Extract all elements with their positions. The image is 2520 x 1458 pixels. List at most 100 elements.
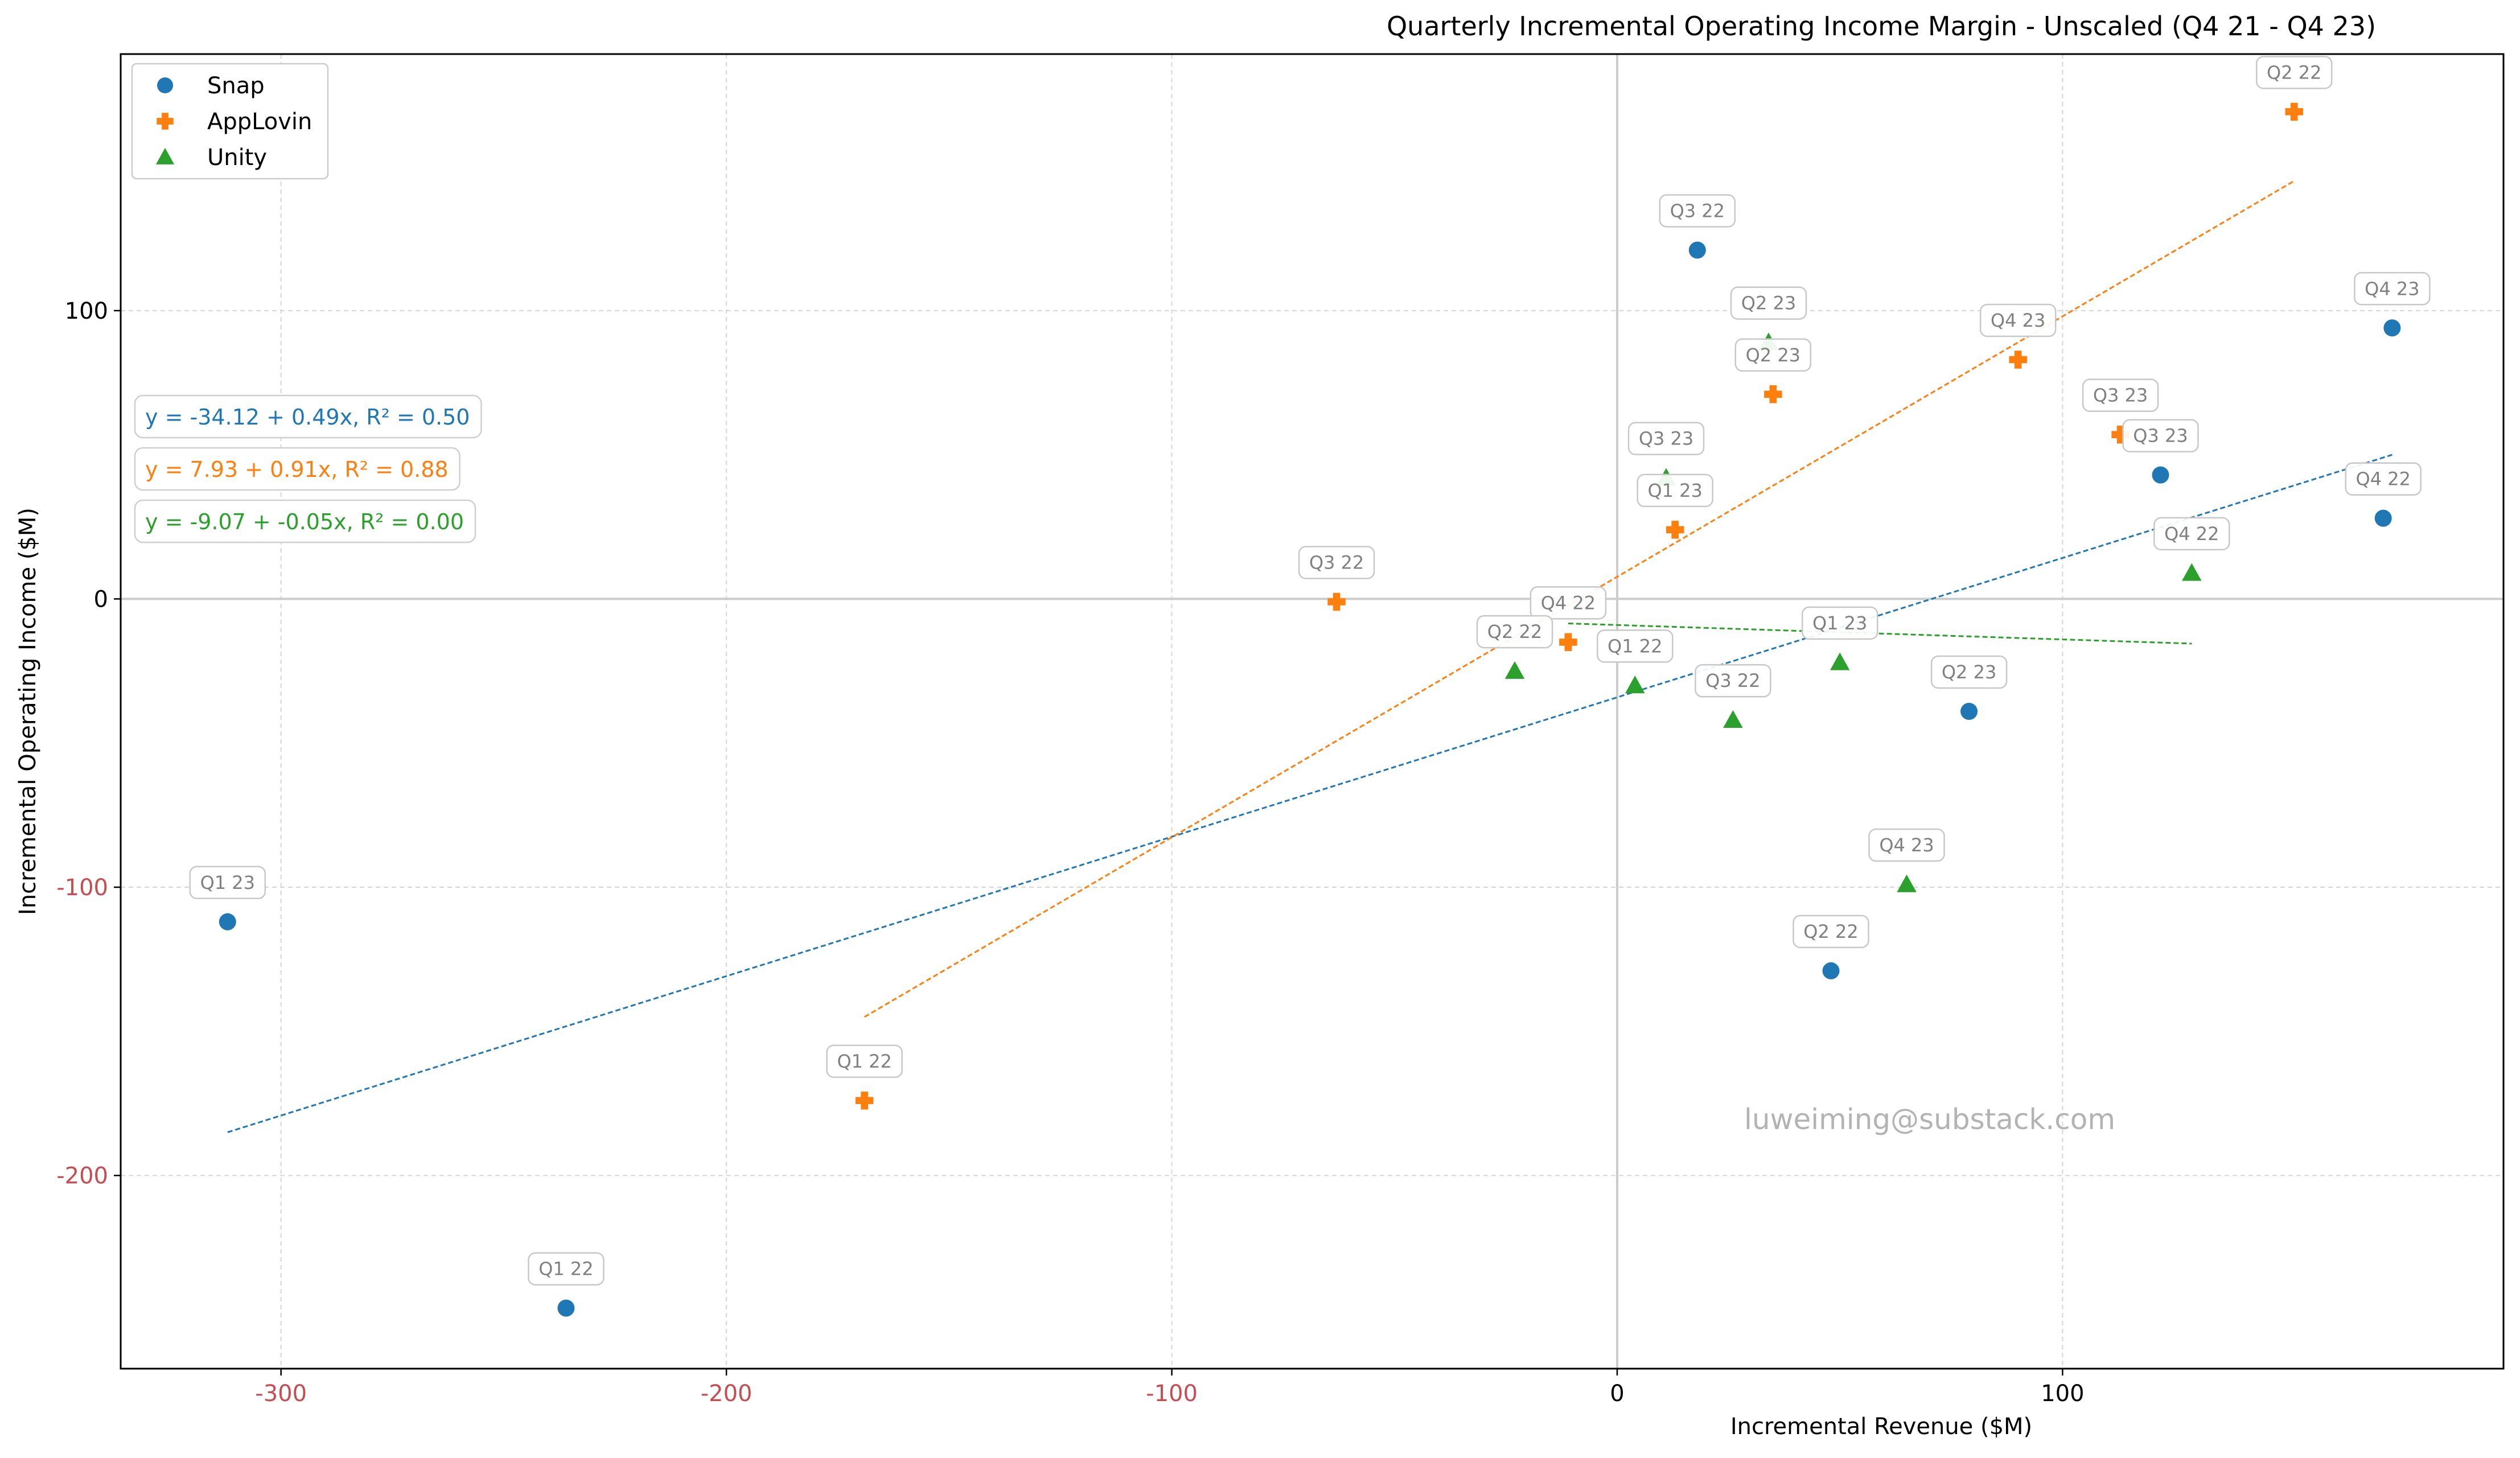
applovin-point [2009, 351, 2027, 369]
unity-point [1625, 676, 1645, 694]
axis-ticks: -300 -200 -100 0 100 -200 -100 0 100 [56, 298, 2084, 1407]
unity-trendline [1568, 622, 2192, 645]
snap-trendline [227, 454, 2392, 1134]
unity-point-label-box [1868, 828, 1945, 862]
y-tick-label: -100 [56, 875, 108, 901]
applovin-point-label-box [2256, 56, 2333, 89]
snap-point-label-box [1659, 194, 1736, 228]
applovin-point [1666, 521, 1684, 539]
point-labels: Q1 22 Q2 22 Q3 22 Q4 22 Q1 23 Q2 23 Q3 23 Q4 23… [189, 56, 2431, 1286]
unity-point-label: Q3 22 [1705, 670, 1760, 691]
x-tick-label: -100 [1146, 1381, 1198, 1407]
applovin-legend-marker [157, 113, 174, 130]
applovin-point-label-box [1298, 546, 1375, 579]
y-axis-label: Incremental Operating Income ($M) [15, 508, 41, 915]
unity-point-label: Q1 22 [1608, 635, 1662, 657]
snap-point-label-box [2122, 419, 2199, 452]
applovin-point [1559, 633, 1577, 652]
applovin-equation-box [134, 447, 461, 491]
unity-point [1897, 874, 1917, 892]
snap-point-label: Q4 23 [2365, 278, 2419, 299]
chart-title: Quarterly Incremental Operating Income M… [1387, 11, 2376, 42]
y-tick-label: 100 [65, 298, 108, 324]
snap-legend-marker [157, 77, 173, 93]
snap-equation-box [134, 394, 482, 439]
applovin-point-label-box [1979, 303, 2057, 337]
zero-lines [121, 54, 2503, 1369]
applovin-point-label-box [2082, 378, 2159, 412]
applovin-point [1327, 592, 1346, 611]
applovin-point-label: Q3 23 [2093, 385, 2148, 406]
applovin-point-label: Q1 23 [1647, 480, 1702, 501]
snap-point-label: Q2 22 [1803, 921, 1858, 942]
applovin-point-label: Q4 22 [1541, 592, 1596, 613]
applovin-point [2111, 425, 2130, 444]
snap-point-label: Q3 23 [2133, 425, 2188, 447]
unity-point-label: Q2 23 [1741, 293, 1796, 314]
applovin-point-label-box [1637, 473, 1713, 508]
snap-point [557, 1299, 575, 1317]
snap-point [1688, 241, 1706, 259]
snap-point-label-box [1930, 655, 2008, 689]
applovin-point-label-box [1734, 338, 1812, 372]
unity-point-label: Q3 23 [1639, 428, 1693, 450]
snap-point [2374, 509, 2392, 527]
snap-point-label-box [189, 866, 266, 900]
snap-point-label-box [1793, 915, 1869, 949]
applovin-point-label: Q2 22 [2267, 61, 2321, 83]
unity-legend-marker [155, 147, 175, 164]
unity-point-label-box [1476, 615, 1553, 649]
snap-point [1960, 703, 1978, 720]
snap-point-label-box [2345, 462, 2422, 496]
plot-frame [120, 53, 2505, 1370]
x-tick-label: 100 [2041, 1381, 2084, 1407]
applovin-point [1764, 385, 1782, 403]
unity-point [1504, 661, 1525, 679]
x-axis-label: Incremental Revenue ($M) [1730, 1414, 2032, 1440]
unity-legend-label: Unity [207, 145, 267, 171]
snap-point-label: Q1 22 [538, 1258, 593, 1280]
applovin-equation: y = 7.93 + 0.91x, R² = 0.88 [145, 457, 449, 482]
unity-point [1830, 652, 1850, 670]
unity-point-label: Q4 22 [2164, 523, 2219, 545]
x-tick-label: 0 [1610, 1381, 1624, 1407]
unity-point-label-box [1597, 629, 1674, 663]
applovin-point [2285, 102, 2304, 121]
snap-point [1822, 962, 1840, 979]
y-tick-label: -200 [56, 1163, 108, 1189]
applovin-point-label-box [1530, 586, 1607, 620]
applovin-point-label: Q4 23 [1991, 310, 2045, 331]
unity-equation-box [134, 499, 476, 543]
x-tick-label: -200 [701, 1381, 753, 1407]
snap-point [219, 913, 236, 930]
unity-point [2182, 563, 2202, 581]
applovin-point-label-box [826, 1044, 903, 1078]
data-points [219, 102, 2401, 1317]
applovin-point-label: Q1 22 [837, 1051, 891, 1072]
snap-point-label-box [528, 1252, 605, 1286]
applovin-point-label: Q3 22 [1309, 552, 1364, 574]
watermark: luweiming@substack.com [1744, 1103, 2115, 1136]
y-tick-label: 0 [94, 586, 108, 612]
snap-point-label: Q4 22 [2356, 468, 2411, 490]
unity-equation: y = -9.07 + -0.05x, R² = 0.00 [145, 509, 464, 534]
snap-equation: y = -34.12 + 0.49x, R² = 0.50 [145, 405, 470, 430]
unity-point-label-box [1801, 606, 1878, 640]
snap-point-label: Q2 23 [1942, 661, 1996, 683]
unity-point-label-box [1627, 422, 1705, 455]
applovin-legend-label: AppLovin [207, 109, 312, 135]
unity-point-label-box [2153, 517, 2230, 551]
unity-point-label: Q1 23 [1812, 612, 1867, 634]
snap-point-label-box [2354, 272, 2431, 306]
snap-legend-label: Snap [207, 73, 265, 99]
unity-point [1723, 710, 1743, 728]
legend-box [131, 63, 329, 180]
unity-point-label-box [1730, 286, 1807, 320]
unity-point-label: Q4 23 [1879, 834, 1934, 856]
trend-equations: y = -34.12 + 0.49x, R² = 0.50 y = 7.93 + … [134, 394, 482, 543]
legend: Snap AppLovin Unity [131, 63, 329, 180]
x-tick-label: -300 [255, 1381, 307, 1407]
